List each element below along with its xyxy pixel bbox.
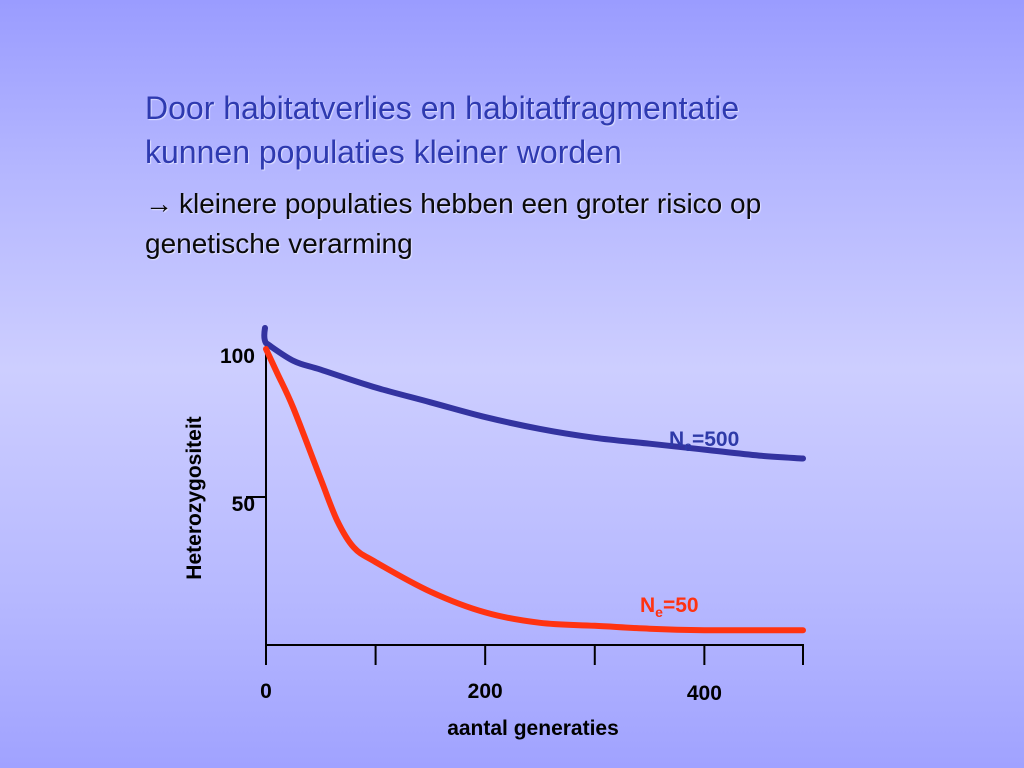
slide-subtitle-text-1: kleinere populaties hebben een groter ri…	[179, 188, 762, 219]
slide-title-line-1: Door habitatverlies en habitatfragmentat…	[145, 90, 740, 126]
slide-subtitle-line-2: genetische verarming	[145, 228, 413, 259]
y-tick-label: 50	[232, 493, 255, 516]
y-axis-ticks: 100 50	[220, 345, 266, 516]
series-line-ne-500	[261, 325, 806, 462]
y-tick-label: 100	[220, 345, 255, 368]
series-line-ne-50	[263, 346, 806, 634]
slide-subtitle-line-1: → kleinere populaties hebben een groter r…	[145, 184, 945, 224]
x-tick-label: 400	[687, 682, 722, 705]
series-labels: Ne=500 Ne=50	[640, 428, 739, 620]
slide-title: Door habitatverlies en habitatfragmentat…	[145, 86, 945, 174]
series-label: Ne=500	[669, 428, 739, 454]
series-label: Ne=50	[640, 594, 699, 620]
x-axis-label: aantal generaties	[447, 717, 619, 740]
series-lines	[261, 325, 806, 634]
y-axis-label: Heterozygositeit	[183, 416, 206, 579]
x-tick-label: 0	[260, 680, 272, 703]
x-axis-ticks: 0 200 400	[260, 645, 804, 705]
slide-subtitle: → kleinere populaties hebben een groter r…	[145, 184, 945, 264]
slide-title-line-2: kunnen populaties kleiner worden	[145, 134, 622, 170]
right-arrow-icon: →	[145, 188, 173, 219]
x-tick-label: 200	[468, 680, 503, 703]
